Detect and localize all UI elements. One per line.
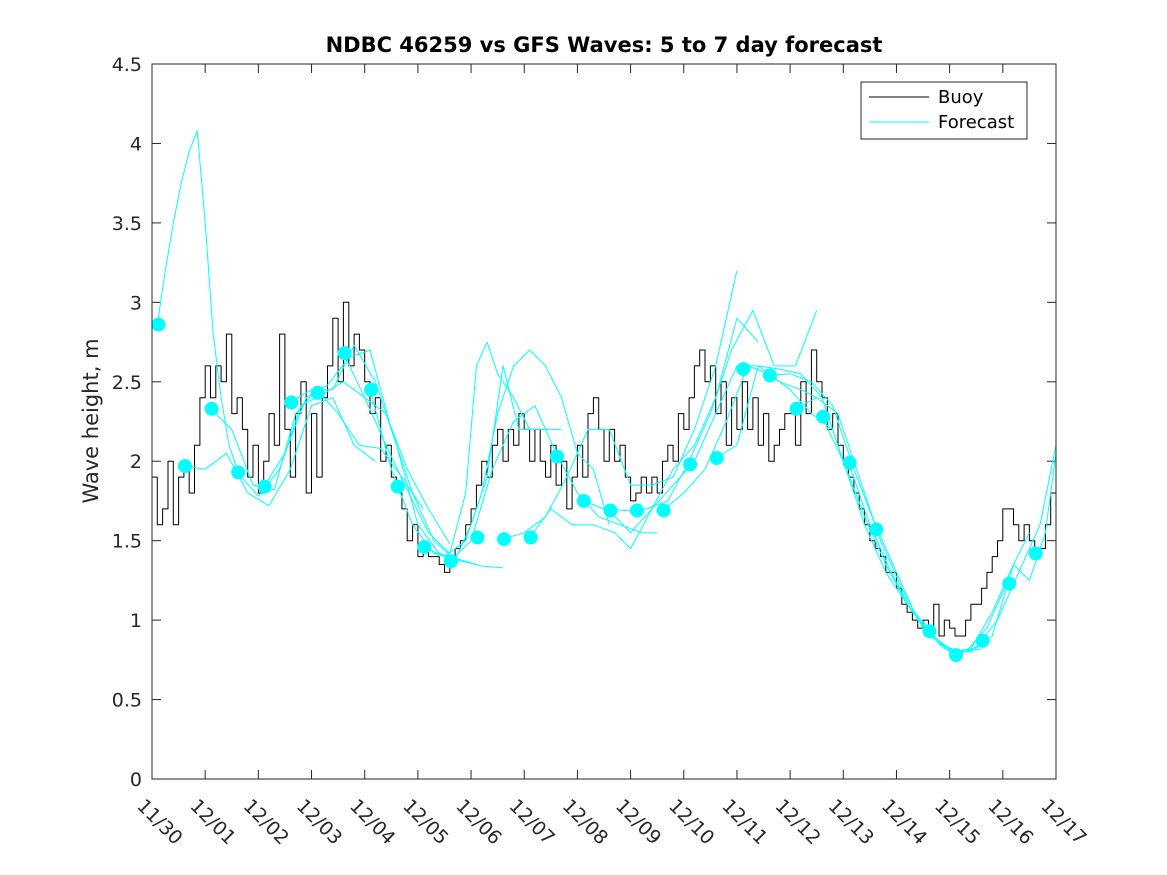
y-tick-label: 1.5 [112, 531, 142, 553]
forecast-series-line [582, 309, 818, 511]
forecast-series-line [236, 381, 451, 545]
forecast-series-line [502, 270, 738, 540]
forecast-marker [709, 451, 724, 466]
forecast-marker [922, 624, 937, 639]
forecast-marker [523, 530, 538, 545]
forecast-marker [417, 540, 432, 555]
forecast-series-line [795, 397, 1009, 653]
forecast-marker [656, 503, 671, 518]
forecast-series-line [608, 365, 817, 534]
y-axis-label: Wave height, m [79, 338, 103, 503]
forecast-marker [284, 395, 299, 410]
forecast-marker [869, 522, 884, 537]
y-tick-label: 0.5 [112, 690, 142, 712]
y-tick-label: 0 [130, 769, 142, 791]
y-tick-label: 2.5 [112, 372, 142, 394]
forecast-marker [257, 479, 272, 494]
legend-buoy-label: Buoy [938, 87, 984, 108]
forecast-marker [1028, 546, 1043, 561]
forecast-marker [842, 455, 857, 470]
forecast-marker [603, 503, 618, 518]
forecast-marker [683, 457, 698, 472]
forecast-series-line [715, 365, 929, 629]
legend: Buoy Forecast [860, 81, 1028, 140]
forecast-marker [949, 648, 964, 663]
forecast-marker [390, 479, 405, 494]
forecast-marker [470, 530, 485, 545]
forecast-marker [550, 449, 565, 464]
forecast-series-line [529, 317, 759, 550]
forecast-marker [576, 493, 591, 508]
forecast-series-line [290, 344, 504, 569]
forecast-marker [310, 385, 325, 400]
forecast-marker [443, 554, 458, 569]
y-tick-label: 1 [130, 610, 142, 632]
series-layer [152, 130, 1057, 656]
forecast-marker [177, 458, 192, 473]
legend-forecast-label: Forecast [938, 112, 1014, 133]
marker-layer [151, 317, 1043, 663]
forecast-marker [204, 401, 219, 416]
plot-area [152, 64, 1056, 779]
forecast-marker [736, 362, 751, 377]
forecast-series-line [422, 349, 610, 558]
legend-box [860, 81, 1028, 140]
forecast-marker [364, 382, 379, 397]
forecast-marker [975, 633, 990, 648]
forecast-marker [629, 503, 644, 518]
forecast-marker [1002, 576, 1017, 591]
forecast-marker [231, 465, 246, 480]
forecast-series-line [263, 349, 477, 565]
forecast-marker [497, 532, 512, 547]
forecast-series-line [156, 130, 238, 470]
y-tick-label: 3 [130, 292, 142, 314]
forecast-marker [151, 317, 166, 332]
forecast-marker [789, 401, 804, 416]
forecast-marker [816, 409, 831, 424]
y-tick-label: 4.5 [112, 54, 142, 76]
chart-title: NDBC 46259 vs GFS Waves: 5 to 7 day fore… [326, 33, 883, 57]
plot-frame [151, 63, 1057, 780]
forecast-marker [762, 368, 777, 383]
forecast-marker [337, 346, 352, 361]
y-tick-label: 3.5 [112, 213, 142, 235]
y-tick-label: 4 [130, 133, 142, 155]
y-tick-label: 2 [130, 451, 142, 473]
